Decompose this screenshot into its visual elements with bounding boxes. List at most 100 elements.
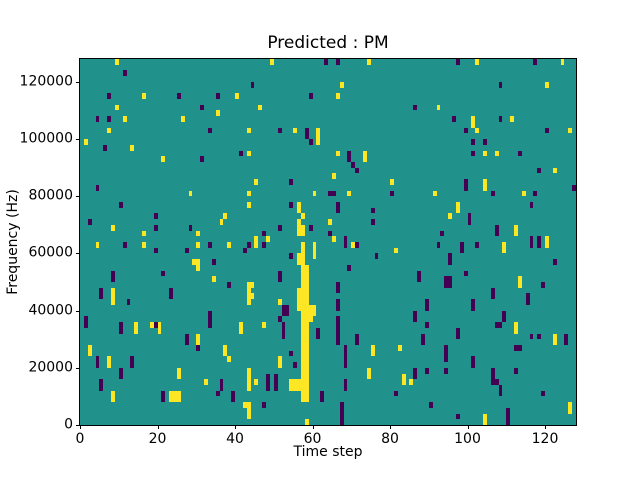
heatmap-cell-max — [448, 213, 452, 220]
heatmap-cell-min — [103, 144, 108, 151]
heatmap-cell-max — [331, 236, 336, 242]
heatmap-cell-max — [173, 396, 177, 403]
heatmap-cell-max — [312, 304, 317, 311]
heatmap-cell-min — [448, 259, 452, 265]
heatmap-cell-max — [308, 310, 313, 317]
heatmap-cell-max — [134, 327, 139, 334]
heatmap-cell-max — [409, 379, 414, 385]
heatmap-cell-max — [517, 276, 522, 283]
heatmap-cell-min — [83, 316, 88, 323]
heatmap-cell-min — [335, 201, 340, 208]
heatmap-cell-min — [471, 304, 476, 311]
heatmap-cell-min — [417, 276, 421, 283]
heatmap-cell-min — [118, 367, 123, 374]
heatmap-cell-min — [502, 316, 507, 323]
x-tick-mark — [467, 425, 469, 429]
heatmap-cell-max — [111, 224, 115, 231]
heatmap-cell-max — [300, 230, 305, 237]
heatmap-cell-max — [246, 402, 251, 408]
heatmap-cell-min — [188, 224, 193, 231]
heatmap-cell-min — [448, 253, 452, 260]
heatmap-cell-min — [490, 293, 495, 300]
heatmap-cell-max — [269, 59, 274, 65]
heatmap-cell-max — [246, 127, 251, 134]
heatmap-cell-min — [215, 93, 220, 100]
heatmap-cell-min — [370, 207, 375, 214]
heatmap-cell-max — [390, 179, 394, 185]
heatmap-cell-min — [424, 367, 429, 374]
heatmap-cell-min — [324, 59, 328, 65]
heatmap-cell-min — [231, 390, 235, 397]
heatmap-cell-max — [297, 224, 301, 231]
heatmap-cell-max — [545, 242, 549, 248]
heatmap-cell-min — [490, 367, 495, 374]
heatmap-cell-max — [289, 384, 294, 391]
heatmap-cell-min — [343, 236, 348, 242]
heatmap-cell-max — [297, 253, 301, 260]
heatmap-cell-min — [262, 242, 266, 248]
heatmap-cell-min — [471, 362, 476, 368]
y-tick-label: 80000 — [28, 187, 73, 204]
heatmap-cell-max — [300, 247, 305, 254]
heatmap-cell-max — [316, 127, 321, 134]
heatmap-cell-min — [238, 150, 243, 157]
heatmap-cell-max — [223, 213, 228, 220]
heatmap-cell-min — [529, 333, 534, 340]
heatmap-cell-min — [316, 327, 321, 334]
heatmap-cell-max — [304, 327, 309, 334]
heatmap-cell-min — [308, 224, 313, 231]
heatmap-cell-max — [277, 362, 282, 368]
heatmap-cell-min — [347, 156, 352, 162]
heatmap-cell-max — [176, 390, 181, 397]
heatmap-cell-max — [114, 104, 119, 111]
heatmap-cell-max — [545, 81, 549, 88]
heatmap-cell-min — [444, 367, 449, 374]
heatmap-cell-min — [529, 242, 534, 248]
heatmap-cell-max — [568, 402, 573, 408]
heatmap-cell-max — [366, 59, 371, 65]
heatmap-cell-min — [498, 116, 503, 122]
heatmap-cell-min — [153, 213, 158, 220]
heatmap-cell-min — [122, 70, 127, 77]
heatmap-cell-max — [87, 350, 92, 357]
heatmap-cell-max — [300, 293, 305, 300]
heatmap-cell-min — [320, 390, 325, 397]
heatmap-cell-min — [455, 327, 460, 334]
heatmap-cell-min — [533, 59, 538, 65]
heatmap-cell-min — [440, 230, 445, 237]
heatmap-cell-max — [246, 407, 251, 414]
y-tick-mark — [76, 81, 80, 83]
heatmap-cell-max — [142, 93, 146, 100]
heatmap-cell-max — [246, 150, 251, 157]
heatmap-cell-max — [483, 150, 487, 157]
heatmap-cell-max — [304, 339, 309, 345]
heatmap-cell-min — [335, 299, 340, 305]
heatmap-cell-min — [545, 127, 549, 134]
y-tick-label: 40000 — [28, 302, 73, 319]
heatmap-cell-max — [483, 419, 487, 425]
heatmap-cell-max — [169, 390, 173, 397]
heatmap-cell-max — [521, 190, 526, 197]
heatmap-cell-min — [370, 219, 375, 225]
heatmap-cell-max — [157, 327, 162, 334]
heatmap-cell-max — [328, 219, 332, 225]
x-tick-mark — [157, 425, 159, 429]
heatmap-cell-max — [502, 247, 507, 254]
heatmap-cell-min — [289, 253, 294, 260]
heatmap-cell-max — [176, 396, 181, 403]
heatmap-cell-min — [266, 379, 270, 385]
heatmap-cell-min — [130, 356, 135, 363]
heatmap-cell-min — [343, 350, 348, 357]
heatmap-cell-min — [176, 93, 181, 100]
heatmap-cell-min — [494, 379, 499, 385]
heatmap-cell-min — [471, 139, 476, 145]
heatmap-cell-min — [502, 310, 507, 317]
heatmap-cell-min — [537, 167, 542, 174]
heatmap-cell-max — [300, 316, 305, 323]
x-axis-label: Time step — [293, 444, 363, 460]
heatmap-cell-min — [424, 304, 429, 311]
heatmap-cell-min — [552, 259, 557, 265]
heatmap-cell-min — [273, 384, 278, 391]
heatmap-cell-max — [95, 242, 100, 248]
heatmap-cell-max — [300, 287, 305, 294]
